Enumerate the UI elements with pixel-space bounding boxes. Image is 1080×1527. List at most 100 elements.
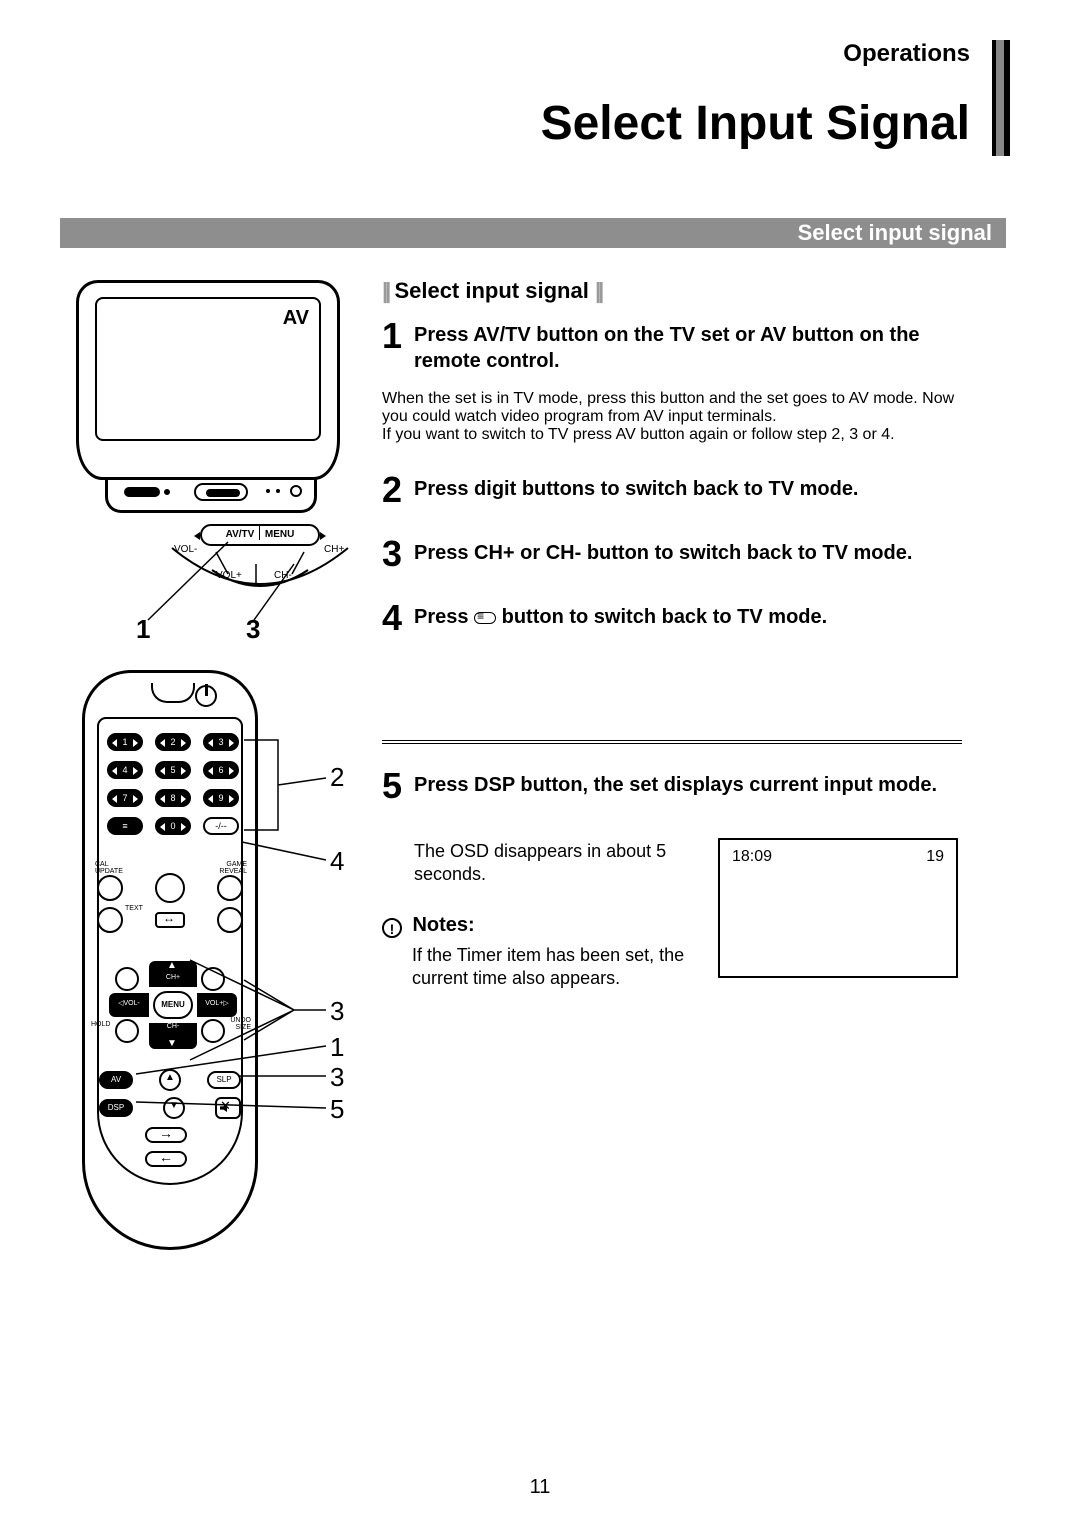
prev-button [145, 1151, 187, 1167]
section-label: Operations [843, 40, 970, 68]
step-5: 5 Press DSP button, the set displays cur… [382, 768, 962, 820]
manual-page: Operations Select Input Signal Select in… [0, 0, 1080, 1527]
ch-minus-label: CH- [274, 570, 292, 581]
step-1: 1 Press AV/TV button on the TV set or AV… [382, 318, 962, 444]
digit-7-button: 7 [107, 789, 143, 807]
numpad: 1 2 3 4 5 6 7 8 9 ≡ 0 -/-- [107, 733, 239, 845]
subtitle-bar: Select input signal [60, 218, 1006, 248]
vol-minus-label: VOL- [174, 544, 197, 555]
digit-3-button: 3 [203, 733, 239, 751]
notes-body: If the Timer item has been set, the curr… [412, 944, 722, 991]
section-stripe-line [992, 40, 996, 156]
section-stripe [996, 40, 1010, 156]
func-row-1: AV SLP [99, 1069, 241, 1091]
down-arrow-button [163, 1097, 185, 1119]
digit-5-button: 5 [155, 761, 191, 779]
func-row-3 [145, 1127, 195, 1143]
digit-0-button: 0 [155, 817, 191, 835]
digit-6-button: 6 [203, 761, 239, 779]
speaker-icon [124, 487, 160, 497]
av-button: AV [99, 1071, 133, 1089]
remote-callout-3b: 3 [330, 1062, 344, 1093]
remote-callout-5: 5 [330, 1094, 344, 1125]
remote-notch-icon [151, 683, 195, 703]
ch-plus-button: CH+ [149, 961, 197, 987]
subheading: || Select input signal || [382, 278, 601, 304]
corner-button [201, 967, 225, 991]
text-button [97, 907, 123, 933]
step-5-number: 5 [382, 768, 414, 804]
subheading-bars-left-icon: || [382, 278, 388, 303]
menu-button: MENU [153, 991, 193, 1019]
step-1-body: When the set is in TV mode, press this b… [382, 390, 962, 444]
ch-minus-button: CH- [149, 1023, 197, 1049]
step-5-body: The OSD disappears in about 5 seconds. [414, 840, 704, 887]
recall-button: ≡ [107, 817, 143, 835]
step-2-heading: Press digit buttons to switch back to TV… [414, 472, 859, 502]
tv-screen: AV [95, 297, 321, 441]
power-icon [195, 685, 217, 707]
tv-callout-3: 3 [246, 614, 260, 645]
remote-callout-2: 2 [330, 762, 344, 793]
vol-minus-button: ◁VOL- [109, 993, 149, 1017]
corner-button [115, 967, 139, 991]
mid-row-2: TEXT [97, 907, 243, 933]
arrow-left-icon [194, 532, 200, 540]
step-3: 3 Press CH+ or CH- button to switch back… [382, 536, 962, 572]
ir-window-icon [194, 483, 248, 501]
recall-icon [474, 612, 496, 624]
nav-cross: HOLD UNDO SIZE CH+ CH- ◁VOL- VOL+▷ MENU [85, 951, 255, 1061]
digit-1-button: 1 [107, 733, 143, 751]
alert-icon: ! [382, 918, 402, 938]
subheading-text: Select input signal [394, 278, 588, 303]
game-button [217, 875, 243, 901]
mid-row-1: CAL UPDATE GAME REVEAL [97, 873, 243, 903]
led-icon [290, 485, 302, 497]
step-4-number: 4 [382, 600, 414, 636]
page-title: Select Input Signal [541, 96, 970, 151]
step-3-heading: Press CH+ or CH- button to switch back t… [414, 536, 912, 566]
dot-icon [266, 489, 270, 493]
osd-box: 18:09 19 [718, 838, 958, 978]
mute-button [215, 1097, 241, 1119]
tv-arc-buttons: VOL- VOL+ CH- CH+ [172, 548, 348, 612]
step-4: 4 Press button to switch back to TV mode… [382, 600, 962, 636]
step-1-number: 1 [382, 318, 414, 354]
digit-8-button: 8 [155, 789, 191, 807]
digit-9-button: 9 [203, 789, 239, 807]
notes-block: ! Notes: If the Timer item has been set,… [382, 914, 722, 991]
remote-callout-1: 1 [330, 1032, 344, 1063]
remote-callout-3a: 3 [330, 996, 344, 1027]
dash-button: -/-- [203, 817, 239, 835]
corner-button [115, 1019, 139, 1043]
tv-screen-label: AV [283, 307, 309, 330]
step-4-heading: Press button to switch back to TV mode. [414, 600, 827, 630]
dot-icon [276, 489, 280, 493]
digit-4-button: 4 [107, 761, 143, 779]
tv-callout-1: 1 [136, 614, 150, 645]
step-2: 2 Press digit buttons to switch back to … [382, 472, 962, 508]
round-button [217, 907, 243, 933]
undo-size-label: UNDO SIZE [230, 1017, 251, 1031]
digit-2-button: 2 [155, 733, 191, 751]
center-round-button [155, 873, 185, 903]
osd-channel: 19 [926, 848, 944, 866]
tv-body: AV [76, 280, 340, 480]
slp-button: SLP [207, 1071, 241, 1089]
tv-panel [105, 477, 317, 513]
tv-avtv-label: AV/TV [226, 529, 255, 540]
tv-button-bar: AV/TV MENU [200, 524, 320, 546]
vol-plus-button: VOL+▷ [197, 993, 237, 1017]
up-arrow-button [159, 1069, 181, 1091]
remote-callout-4: 4 [330, 846, 344, 877]
divider-double [382, 740, 962, 744]
ch-plus-label: CH+ [324, 544, 344, 555]
steps-column: 1 Press AV/TV button on the TV set or AV… [382, 318, 962, 664]
swap-button [155, 912, 185, 928]
corner-button [201, 1019, 225, 1043]
next-button [145, 1127, 187, 1143]
remote-body: 1 2 3 4 5 6 7 8 9 ≡ 0 -/-- [82, 670, 258, 1250]
step-3-number: 3 [382, 536, 414, 572]
game-reveal-label: GAME REVEAL [219, 861, 247, 875]
page-number: 11 [0, 1476, 1080, 1499]
